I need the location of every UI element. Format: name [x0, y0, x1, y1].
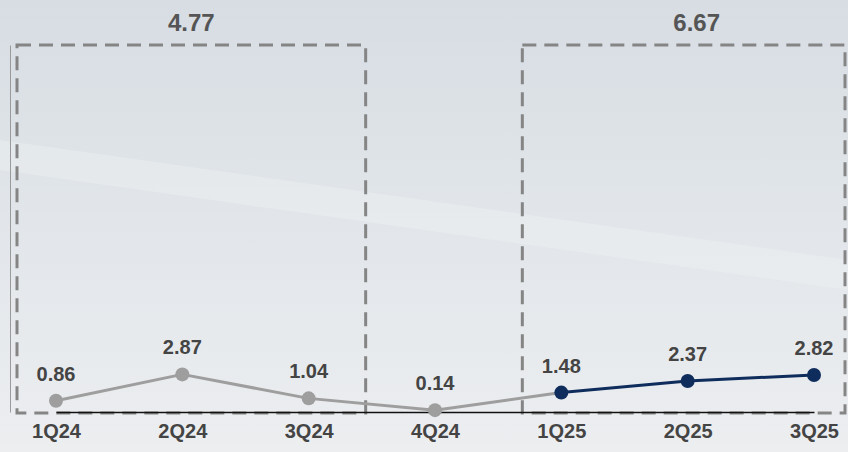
y-axis: [10, 46, 11, 413]
x-tick-label: 1Q25: [537, 420, 586, 442]
group-total: 4.77: [168, 9, 215, 36]
data-label: 2.82: [795, 337, 834, 359]
x-tick-label: 3Q24: [285, 420, 335, 442]
point: [554, 386, 568, 400]
x-tick: 3Q25: [790, 412, 839, 442]
x-tick-label: 2Q25: [664, 420, 713, 442]
x-tick: 1Q24: [32, 412, 82, 442]
y-axis-line: [10, 46, 11, 413]
x-tick: 2Q24: [158, 412, 208, 442]
point: [302, 391, 316, 405]
line-segment: [435, 393, 561, 411]
group-total: 6.67: [673, 9, 720, 36]
x-tick-label: 4Q24: [411, 420, 461, 442]
line-segment: [688, 375, 814, 381]
data-label: 2.37: [668, 343, 707, 365]
marks: [49, 367, 821, 417]
point: [681, 374, 695, 388]
x-tick: 1Q25: [537, 412, 586, 442]
x-tick: 3Q24: [285, 412, 335, 442]
point: [175, 367, 189, 381]
point: [49, 394, 63, 408]
data-label: 0.14: [416, 372, 456, 394]
data-label: 1.48: [542, 355, 581, 377]
data-label: 2.87: [163, 336, 202, 358]
group-boxes: [17, 45, 845, 413]
point: [428, 403, 442, 417]
line-segment: [309, 398, 435, 410]
x-tick: 2Q25: [664, 412, 713, 442]
background-band: [0, 140, 848, 290]
data-label: 1.04: [289, 360, 329, 382]
x-tick-label: 3Q25: [790, 420, 839, 442]
line-segment: [561, 381, 687, 393]
x-tick-label: 1Q24: [32, 420, 82, 442]
group-box: [522, 45, 845, 413]
x-tick-label: 2Q24: [158, 420, 208, 442]
point: [807, 368, 821, 382]
group-box: [17, 45, 366, 413]
chart: 4.77 6.67 1Q24 2Q24 3Q24 4Q24 1Q25 2Q25 3Q25 0.86…: [0, 0, 848, 452]
data-label: 0.86: [37, 363, 76, 385]
